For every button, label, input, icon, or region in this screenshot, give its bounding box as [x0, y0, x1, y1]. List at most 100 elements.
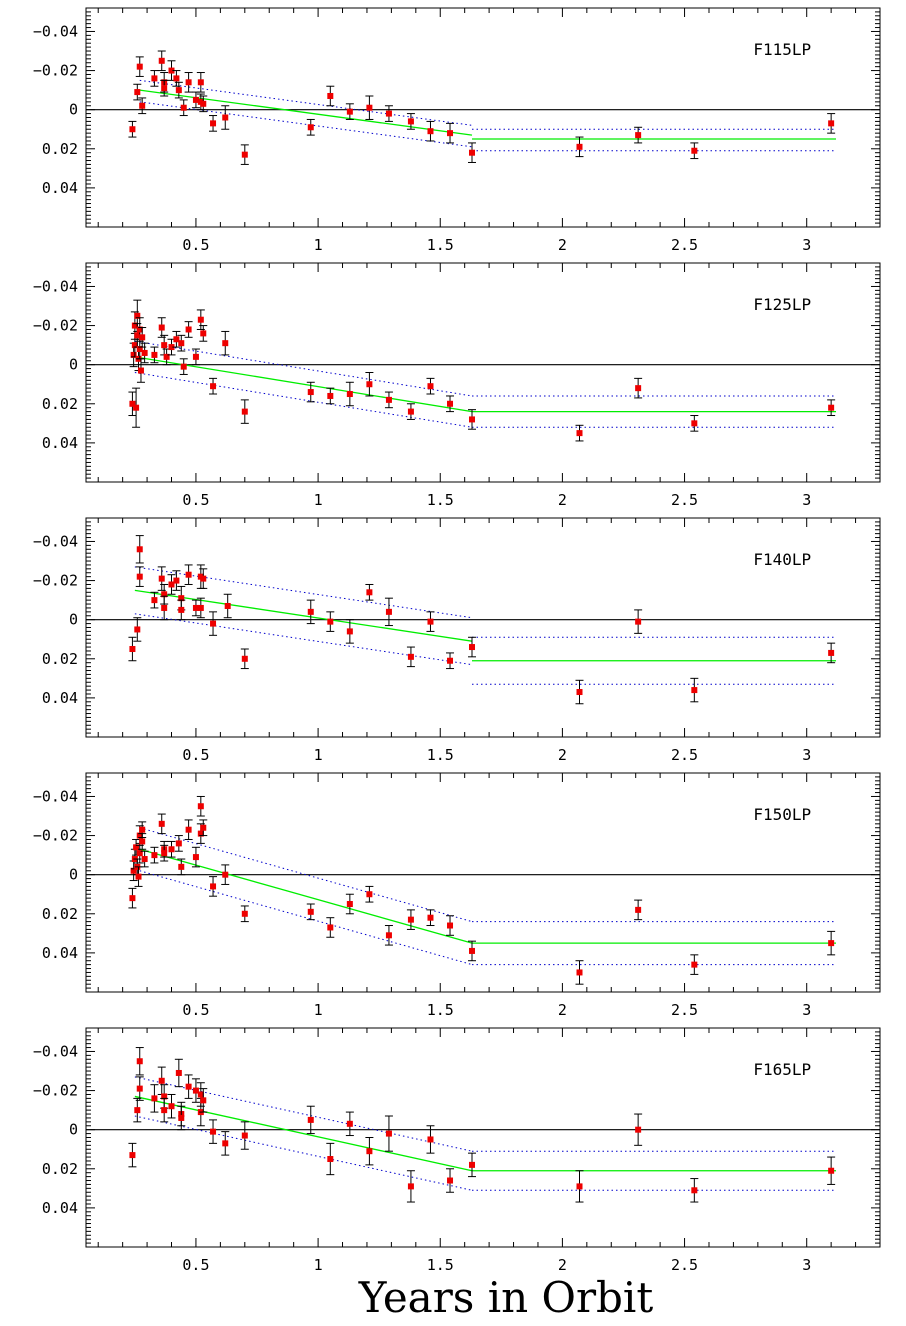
data-point — [197, 604, 204, 611]
panel-label: F150LP — [753, 805, 811, 824]
data-point — [136, 346, 143, 353]
data-point — [427, 383, 434, 390]
x-tick-label: 1.5 — [427, 1001, 454, 1019]
data-point — [327, 1156, 334, 1163]
y-tick-label: 0.04 — [42, 944, 78, 962]
data-point — [136, 1058, 143, 1065]
data-point — [346, 391, 353, 398]
y-tick-label: 0.04 — [42, 1199, 78, 1217]
data-point — [185, 79, 192, 86]
data-point — [197, 803, 204, 810]
y-tick-label: 0.02 — [42, 650, 78, 668]
x-tick-label: 1.5 — [427, 746, 454, 764]
data-point — [151, 852, 158, 859]
data-point — [407, 916, 414, 923]
panel-label: F115LP — [753, 40, 811, 59]
data-point — [197, 316, 204, 323]
data-point — [139, 826, 146, 833]
data-point — [136, 573, 143, 580]
x-tick-label: 2.5 — [671, 1001, 698, 1019]
data-point — [691, 687, 698, 694]
data-point — [134, 312, 141, 319]
data-point — [210, 620, 217, 627]
data-point — [447, 657, 454, 664]
data-point — [635, 385, 642, 392]
fit-band — [139, 79, 473, 126]
data-point — [327, 392, 334, 399]
data-point — [407, 408, 414, 415]
fit-band — [134, 1076, 473, 1152]
data-point — [151, 597, 158, 604]
x-tick-label: 1 — [314, 1001, 323, 1019]
data-point — [133, 404, 140, 411]
data-point — [691, 420, 698, 427]
data-point — [131, 342, 138, 349]
x-tick-label: 2 — [558, 236, 567, 254]
x-tick-label: 0.5 — [182, 746, 209, 764]
y-tick-label: 0.04 — [42, 179, 78, 197]
x-tick-label: 1.5 — [427, 1256, 454, 1274]
data-point — [307, 389, 314, 396]
x-tick-label: 2.5 — [671, 1256, 698, 1274]
data-point — [635, 618, 642, 625]
x-tick-label: 2 — [558, 1001, 567, 1019]
data-point — [161, 591, 168, 598]
y-tick-label: −0.02 — [33, 572, 78, 590]
data-point — [828, 404, 835, 411]
panel-label: F125LP — [753, 295, 811, 314]
data-point — [469, 644, 476, 651]
data-point — [136, 1085, 143, 1092]
data-point — [136, 326, 143, 333]
data-point — [576, 143, 583, 150]
data-point — [178, 340, 185, 347]
data-point — [241, 655, 248, 662]
data-point — [366, 1148, 373, 1155]
data-point — [210, 883, 217, 890]
data-point — [141, 349, 148, 356]
data-point — [168, 846, 175, 853]
data-point — [427, 618, 434, 625]
panel-f115lp: 0.5 1 1.5 2 2.5 3 −0.04 −0.02 0 0.02 0.04 F115LP — [33, 7, 881, 254]
data-point — [241, 408, 248, 415]
x-tick-label: 1 — [314, 746, 323, 764]
data-point — [185, 1083, 192, 1090]
x-tick-label: 2.5 — [671, 491, 698, 509]
data-point — [447, 400, 454, 407]
y-tick-label: 0.04 — [42, 434, 78, 452]
fit-line — [139, 89, 473, 136]
data-point — [307, 124, 314, 131]
y-tick-label: 0.02 — [42, 140, 78, 158]
data-point — [175, 87, 182, 94]
data-point — [161, 1107, 168, 1114]
data-point — [635, 1126, 642, 1133]
data-point — [346, 628, 353, 635]
data-point — [200, 1097, 207, 1104]
data-point — [447, 922, 454, 929]
x-tick-label: 0.5 — [182, 1001, 209, 1019]
data-point — [192, 854, 199, 861]
x-tick-label: 2.5 — [671, 746, 698, 764]
data-point — [192, 604, 199, 611]
data-point — [366, 589, 373, 596]
data-point — [158, 57, 165, 64]
data-point — [136, 832, 143, 839]
data-point — [137, 367, 144, 374]
data-point — [135, 873, 142, 880]
data-point — [161, 850, 168, 857]
x-tick-label: 1 — [314, 491, 323, 509]
data-point — [178, 595, 185, 602]
data-point — [168, 67, 175, 74]
x-tick-label: 3 — [802, 1256, 811, 1274]
data-point — [139, 102, 146, 109]
data-point — [180, 104, 187, 111]
data-point — [427, 1136, 434, 1143]
data-point — [180, 363, 187, 370]
data-point — [327, 92, 334, 99]
figure-xlabel: Years in Orbit — [358, 1273, 654, 1322]
data-point — [222, 871, 229, 878]
y-tick-label: −0.04 — [33, 22, 78, 40]
y-tick-label: −0.02 — [33, 827, 78, 845]
data-point — [327, 618, 334, 625]
x-tick-label: 3 — [802, 1001, 811, 1019]
data-point — [129, 126, 136, 133]
